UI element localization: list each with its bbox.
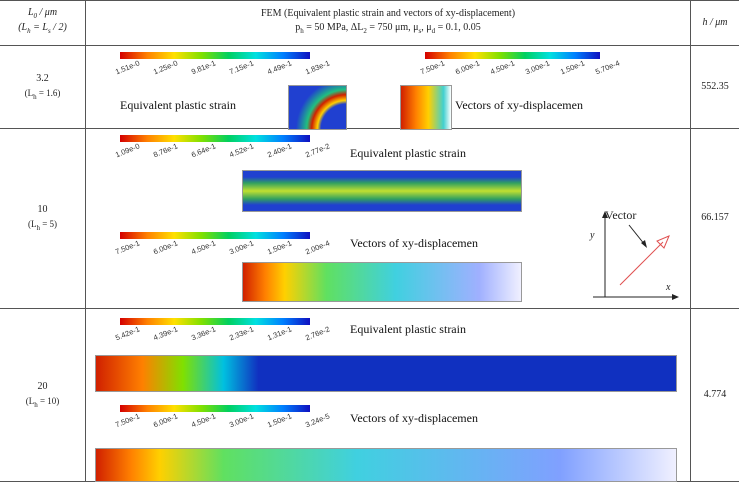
- text-part: = 1.6): [37, 88, 61, 98]
- colorbar-label: 6.00e-1: [152, 238, 179, 256]
- colorbar-label: 2.40e-1: [266, 141, 293, 159]
- colorbar-label: 1.50e-1: [559, 58, 586, 76]
- inset-label: Vector: [605, 208, 636, 223]
- l0-value: 3.2: [0, 73, 85, 84]
- caption: Equivalent plastic strain: [350, 146, 466, 161]
- fem-plot: [242, 170, 522, 212]
- colorbar: [120, 52, 310, 59]
- colorbar-label: 3.24e-5: [304, 411, 331, 429]
- colorbar-label: 1.25e-0: [152, 58, 179, 76]
- inset-axis-x: x: [666, 282, 670, 293]
- colorbar-label: 4.50e-1: [489, 58, 516, 76]
- text-part: / 2): [51, 22, 67, 33]
- text-part: = 10): [38, 396, 60, 406]
- fem-plot: [288, 85, 347, 130]
- l0-value: 10: [0, 204, 85, 215]
- colorbar-label: 6.64e-1: [190, 141, 217, 159]
- colorbar: [120, 318, 310, 325]
- text-part: (L: [26, 396, 35, 406]
- caption: Vectors of xy-displacemen: [350, 411, 478, 426]
- colorbar-label: 1.31e-1: [266, 324, 293, 342]
- colorbar-label: 1.83e-1: [304, 58, 331, 76]
- lh-value: (Lh = 5): [0, 219, 85, 232]
- colorbar: [120, 405, 310, 412]
- colorbar-label: 3.00e-1: [228, 238, 255, 256]
- fem-plot: [400, 85, 452, 130]
- colorbar-label: 7.15e-1: [228, 58, 255, 76]
- colorbar-label: 3.36e-1: [190, 324, 217, 342]
- colorbar-label: 9.81e-1: [190, 58, 217, 76]
- colorbar-label: 4.39e-1: [152, 324, 179, 342]
- colorbar-label: 4.50e-1: [190, 238, 217, 256]
- rule: [0, 0, 739, 1]
- col3-header: h / μm: [691, 17, 739, 28]
- inset-axis-y: y: [590, 230, 594, 241]
- text-part: = L: [31, 22, 48, 33]
- caption: Equivalent plastic strain: [350, 322, 466, 337]
- col2-params: ph = 50 MPa, ΔL2 = 750 μm, μs, μd = 0.1,…: [86, 22, 690, 35]
- table-figure: L0 / μm (Lh = Ls / 2) FEM (Equivalent pl…: [0, 0, 739, 482]
- text-part: (L: [18, 22, 27, 33]
- rule: [0, 45, 739, 46]
- colorbar-label: 3.00e-1: [228, 411, 255, 429]
- text-part: , μ: [421, 22, 431, 33]
- caption: Vectors of xy-displacemen: [455, 98, 583, 113]
- colorbar-label: 4.50e-1: [190, 411, 217, 429]
- colorbar-label: 1.50e-1: [266, 238, 293, 256]
- text-part: = 50 MPa, ΔL: [304, 22, 364, 33]
- h-value: 66.157: [691, 212, 739, 223]
- caption: Vectors of xy-displacemen: [350, 236, 478, 251]
- colorbar-label: 4.52e-1: [228, 141, 255, 159]
- col2-header: FEM (Equivalent plastic strain and vecto…: [86, 8, 690, 19]
- colorbar-label: 2.00e-4: [304, 238, 331, 256]
- fem-plot: [95, 448, 677, 482]
- col1-header: L0 / μm: [0, 7, 85, 20]
- colorbar-label: 6.00e-1: [454, 58, 481, 76]
- text-part: = 0.1, 0.05: [435, 22, 481, 33]
- text-part: / μm: [37, 7, 57, 18]
- colorbar-label: 7.50e-1: [114, 238, 141, 256]
- colorbar-label: 2.33e-1: [228, 324, 255, 342]
- colorbar-label: 5.42e-1: [114, 324, 141, 342]
- colorbar-label: 3.00e-1: [524, 58, 551, 76]
- text-part: = 750 μm, μ: [367, 22, 419, 33]
- colorbar-label: 7.50e-1: [114, 411, 141, 429]
- colorbar-label: 1.09e-0: [114, 141, 141, 159]
- colorbar: [120, 232, 310, 239]
- colorbar-label: 1.50e-1: [266, 411, 293, 429]
- colorbar-label: 7.50e-1: [419, 58, 446, 76]
- text-part: (L: [25, 88, 34, 98]
- l0-value: 20: [0, 381, 85, 392]
- caption: Equivalent plastic strain: [120, 98, 236, 113]
- colorbar-label: 5.70e-4: [594, 58, 621, 76]
- rule: [690, 0, 691, 482]
- rule: [0, 308, 739, 309]
- colorbar-label: 6.00e-1: [152, 411, 179, 429]
- h-value: 4.774: [691, 389, 739, 400]
- colorbar-label: 1.51e-0: [114, 58, 141, 76]
- lh-value: (Lh = 10): [0, 396, 85, 409]
- h-value: 552.35: [691, 81, 739, 92]
- colorbar-label: 8.76e-1: [152, 141, 179, 159]
- colorbar: [120, 135, 310, 142]
- col1-header-sub: (Lh = Ls / 2): [0, 22, 85, 35]
- fem-plot: [95, 355, 677, 392]
- colorbar-label: 2.76e-2: [304, 324, 331, 342]
- rule: [0, 128, 739, 129]
- text-part: = 5): [40, 219, 57, 229]
- fem-plot: [242, 262, 522, 302]
- colorbar-label: 4.49e-1: [266, 58, 293, 76]
- rule: [85, 0, 86, 482]
- lh-value: (Lh = 1.6): [0, 88, 85, 101]
- colorbar-label: 2.77e-2: [304, 141, 331, 159]
